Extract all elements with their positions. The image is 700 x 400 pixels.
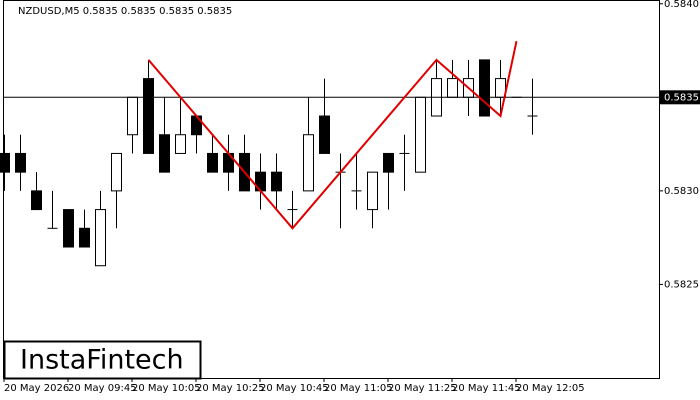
candle-body: [111, 152, 122, 192]
candle-body: [159, 134, 170, 173]
pattern-line: [147, 40, 518, 230]
logo-box: [3, 340, 202, 380]
current-price-label: 0.5835: [664, 92, 699, 103]
plot-frame: [3, 0, 660, 379]
x-tick-label: 20 May 10:45: [260, 383, 329, 394]
candle-body: [271, 171, 282, 192]
candle-body: [415, 96, 426, 173]
candle-body: [319, 115, 330, 154]
candle-body: [479, 59, 490, 117]
y-tick-label: 0.5825: [664, 279, 699, 290]
candle-body: [143, 78, 154, 154]
candle-body: [31, 190, 42, 211]
x-tick-label: 20 May 11:05: [324, 383, 393, 394]
candle-body: [95, 209, 106, 267]
candle-body: [127, 96, 138, 136]
x-tick-label: 20 May 12:05: [516, 383, 585, 394]
candle-body: [303, 134, 314, 192]
candle-body: [0, 152, 10, 173]
candle-body: [383, 152, 394, 173]
x-tick-label: 20 May 10:05: [132, 383, 201, 394]
candle-body: [63, 209, 74, 248]
x-tick-label: 20 May 2026: [4, 383, 69, 394]
candle-body: [207, 152, 218, 173]
y-tick-label: 0.5830: [664, 186, 699, 197]
x-tick-label: 20 May 11:45: [452, 383, 521, 394]
chart-title: NZDUSD,M5 0.5835 0.5835 0.5835 0.5835: [18, 6, 232, 17]
x-tick-label: 20 May 09:45: [68, 383, 137, 394]
candle-body: [447, 78, 458, 98]
candle-body: [175, 134, 186, 154]
x-tick-label: 20 May 10:25: [196, 383, 265, 394]
candle-body: [495, 78, 506, 98]
logo: InstaFintech: [20, 345, 184, 376]
candle-body: [15, 152, 26, 173]
y-tick-label: 0.5840: [664, 0, 699, 10]
current-price-box: [660, 90, 700, 105]
candle-body: [79, 227, 90, 248]
candle-body: [367, 171, 378, 211]
x-tick-label: 20 May 11:25: [388, 383, 457, 394]
